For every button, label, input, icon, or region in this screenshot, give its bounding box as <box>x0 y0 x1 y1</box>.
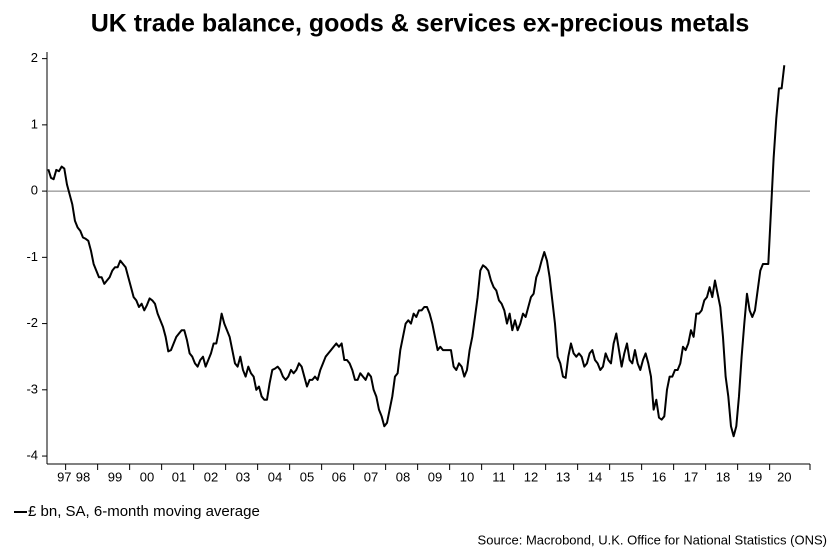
y-tick-label: -2 <box>26 315 38 330</box>
y-tick-label: 2 <box>31 50 38 65</box>
data-line <box>47 65 786 438</box>
x-tick-label: 03 <box>236 469 250 484</box>
x-tick-label: 20 <box>777 469 791 484</box>
x-tick-label: 07 <box>364 469 378 484</box>
x-tick-label: 15 <box>620 469 634 484</box>
x-tick-label: 01 <box>172 469 186 484</box>
x-tick-label: 06 <box>332 469 346 484</box>
x-tick-label: 08 <box>396 469 410 484</box>
x-tick-label: 97 <box>57 469 71 484</box>
x-tick-label: 14 <box>588 469 602 484</box>
x-tick-label: 11 <box>492 469 506 484</box>
y-tick-label: 0 <box>31 183 38 198</box>
y-tick-label: -3 <box>26 381 38 396</box>
x-tick-label: 00 <box>140 469 154 484</box>
x-tick-label: 13 <box>556 469 570 484</box>
y-tick-label: -4 <box>26 447 38 462</box>
x-tick-label: 05 <box>300 469 314 484</box>
x-tick-label: 04 <box>268 469 282 484</box>
x-tick-label: 09 <box>428 469 442 484</box>
source: Source: Macrobond, U.K. Office for Natio… <box>478 532 827 547</box>
x-tick-label: 17 <box>684 469 698 484</box>
x-tick-label: 16 <box>652 469 666 484</box>
x-tick-label: 02 <box>204 469 218 484</box>
x-tick-label: 10 <box>460 469 474 484</box>
legend-label: £ bn, SA, 6-month moving average <box>28 503 260 520</box>
x-tick-label: 12 <box>524 469 538 484</box>
x-tick-label: 99 <box>108 469 122 484</box>
x-tick-label: 98 <box>76 469 90 484</box>
y-tick-label: 1 <box>31 116 38 131</box>
y-tick-label: -1 <box>26 249 38 264</box>
chart-title: UK trade balance, goods & services ex-pr… <box>91 10 750 38</box>
x-tick-label: 19 <box>748 469 762 484</box>
x-tick-label: 18 <box>716 469 730 484</box>
